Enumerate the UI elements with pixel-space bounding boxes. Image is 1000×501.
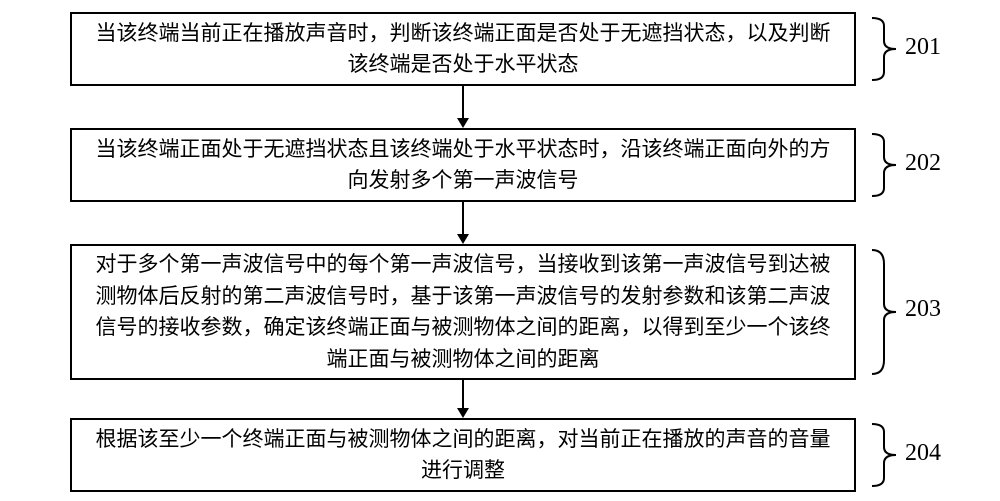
- arrow-down-icon: [453, 202, 473, 244]
- brace-icon: [870, 248, 898, 376]
- brace-icon: [870, 16, 898, 82]
- flow-step-box: 根据该至少一个终端正面与被测物体之间的距离，对当前正在播放的声音的音量进行调整: [70, 418, 856, 492]
- flow-step-text: 根据该至少一个终端正面与被测物体之间的距离，对当前正在播放的声音的音量进行调整: [88, 424, 838, 487]
- flow-step-label: 203: [905, 296, 941, 323]
- arrow-down-icon: [453, 380, 473, 418]
- flow-step-label: 202: [905, 150, 941, 177]
- brace-icon: [870, 132, 898, 198]
- flow-step-box: 当该终端当前正在播放声音时，判断该终端正面是否处于无遮挡状态，以及判断该终端是否…: [70, 12, 856, 86]
- flow-step-label: 201: [905, 34, 941, 61]
- flowchart-canvas: 当该终端当前正在播放声音时，判断该终端正面是否处于无遮挡状态，以及判断该终端是否…: [0, 0, 1000, 501]
- flow-step-box: 对于多个第一声波信号中的每个第一声波信号，当接收到该第一声波信号到达被测物体后反…: [70, 244, 856, 380]
- brace-icon: [870, 422, 898, 488]
- flow-step-box: 当该终端正面处于无遮挡状态且该终端处于水平状态时，沿该终端正面向外的方向发射多个…: [70, 128, 856, 202]
- flow-step-label: 204: [905, 440, 941, 467]
- flow-step-text: 当该终端当前正在播放声音时，判断该终端正面是否处于无遮挡状态，以及判断该终端是否…: [88, 18, 838, 81]
- flow-step-text: 当该终端正面处于无遮挡状态且该终端处于水平状态时，沿该终端正面向外的方向发射多个…: [88, 134, 838, 197]
- flow-step-text: 对于多个第一声波信号中的每个第一声波信号，当接收到该第一声波信号到达被测物体后反…: [88, 249, 838, 375]
- arrow-down-icon: [453, 86, 473, 128]
